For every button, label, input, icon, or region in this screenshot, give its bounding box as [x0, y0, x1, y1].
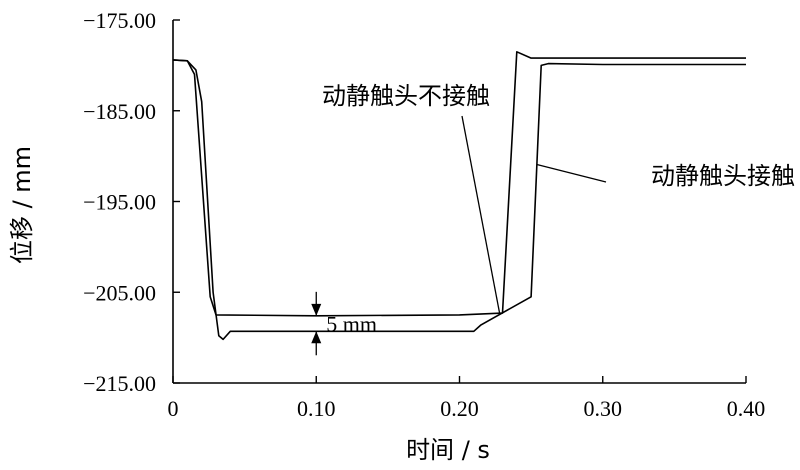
- y-axis-title: 位移 / mm: [8, 146, 36, 264]
- x-tick-label: 0.20: [440, 396, 479, 421]
- dimension-arrow-up: [311, 331, 322, 344]
- leader-line-no-contact: [461, 115, 501, 314]
- x-tick-label: 0.30: [584, 396, 623, 421]
- series-line-2: [172, 59, 746, 341]
- dimension-label: 5 mm: [326, 312, 377, 337]
- y-tick-label: −185.00: [83, 99, 156, 124]
- dimension-arrow-down: [311, 303, 322, 316]
- y-tick-label: −205.00: [83, 280, 156, 305]
- x-tick-label: 0: [168, 396, 179, 421]
- ticks: −175.00 −185.00 −195.00 −205.00 −215.00 0 0.10…: [83, 8, 765, 421]
- x-axis-title: 时间 / s: [406, 436, 490, 464]
- y-tick-label: −215.00: [83, 371, 156, 396]
- annotation-label-contact: 动静触头接触: [651, 162, 795, 190]
- annotation-label-no-contact: 动静触头不接触: [322, 82, 490, 110]
- x-tick-label: 0.40: [727, 396, 766, 421]
- y-tick-label: −175.00: [83, 8, 156, 33]
- leader-line-contact: [536, 163, 607, 183]
- axes: [172, 20, 746, 384]
- x-tick-label: 0.10: [297, 396, 336, 421]
- y-tick-label: −195.00: [83, 190, 156, 215]
